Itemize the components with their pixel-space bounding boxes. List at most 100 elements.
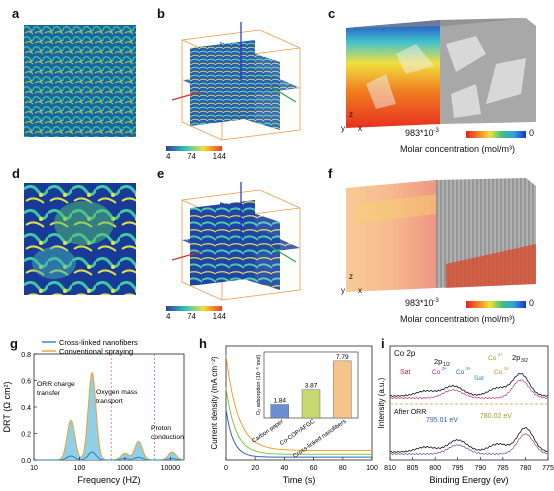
xps-annotation: 1/2 <box>443 362 450 368</box>
colorbar-f-title: Molar concentration (mol/m³) <box>400 314 516 324</box>
colorbar-f-min: 0 <box>529 298 535 308</box>
decay-curve <box>225 387 372 455</box>
series-area-conventional <box>34 372 184 460</box>
y-tick-label: 0.2 <box>21 432 31 439</box>
xps-annotation: After ORR <box>394 409 426 416</box>
inset-y-label: O₂ adsorption (10⁻⁶ mol) <box>255 355 262 416</box>
x-tick-label: 1000 <box>117 465 133 472</box>
x-tick-label: 100 <box>366 465 378 472</box>
concentration-volume-c <box>346 18 536 128</box>
axis-x-c: x <box>358 124 362 133</box>
colorbar-c-min: 0 <box>529 128 535 138</box>
inset-bar <box>270 404 289 419</box>
x-tick-label: 775 <box>542 465 554 472</box>
colorbar-f <box>466 301 526 308</box>
xps-annotation: Co <box>432 369 441 376</box>
xps-annotation: 2p <box>434 357 442 366</box>
x-tick-label: 800 <box>429 465 441 472</box>
xps-annotation: 2p <box>512 353 520 362</box>
x-tick-label: 40 <box>281 465 289 472</box>
region-annotation: conduction <box>151 434 184 441</box>
panel-label-c: c <box>328 6 336 21</box>
series-line-crosslinked <box>34 451 184 461</box>
xps-annotation: 3+ <box>504 366 510 371</box>
xps-chart: 810 805 800 795 790 785 780 775 Binding Energy (… <box>377 345 554 485</box>
x-axis-label: Binding Energy (ev) <box>429 475 508 485</box>
panel-label-f: f <box>328 166 333 181</box>
xps-annotation: Co <box>456 369 465 376</box>
plot-frame <box>33 353 185 461</box>
decay-curve <box>225 355 372 451</box>
colorbar-e-tick: 144 <box>212 312 226 321</box>
colorbar-b-tick: 74 <box>187 152 196 161</box>
panel-label-b: b <box>157 6 165 21</box>
inset-bar <box>333 360 352 419</box>
inset-bar-label: 1.84 <box>273 398 286 405</box>
region-annotation: ORR charge <box>37 381 75 388</box>
panel-label-e: e <box>157 166 165 181</box>
xps-annotation: Co <box>494 369 503 376</box>
colorbar-c-title: Molar concentration (mol/m³) <box>400 144 516 154</box>
slice-volume-e <box>171 182 301 301</box>
current-density-chart: 0 20 40 60 80 100 Time (s) Current density (mA … <box>210 345 378 485</box>
y-axis-label: Intensity (a.u.) <box>377 377 386 428</box>
panel-label-i: i <box>381 336 385 351</box>
region-annotation: transport <box>96 398 123 405</box>
panel-label-a: a <box>12 6 20 21</box>
microstructure-image-d <box>24 183 136 295</box>
x-tick-label: 60 <box>310 465 318 472</box>
x-tick-label: 780 <box>520 465 532 472</box>
legend-label: Conventional spraying <box>59 347 133 356</box>
y-tick-label: 0.8 <box>21 352 31 359</box>
panel-label-d: d <box>12 166 20 181</box>
xps-annotation: 3/2 <box>521 358 528 364</box>
x-tick-label: 790 <box>474 465 486 472</box>
colorbar-e-tick: 4 <box>166 312 171 321</box>
x-tick-label: 10000 <box>161 465 181 472</box>
inset-bar-label: 3.87 <box>305 383 318 390</box>
x-tick-label: 80 <box>339 465 347 472</box>
xps-annotation: Co 2p <box>394 349 416 358</box>
axis-z-c: z <box>349 110 353 119</box>
y-tick-label: 0.4 <box>21 405 31 412</box>
x-tick-label: 100 <box>74 465 86 472</box>
fit-curve <box>389 433 549 455</box>
axis-y-c: y <box>341 124 345 133</box>
x-axis-label: Time (s) <box>283 475 316 485</box>
inset-bar <box>301 389 321 419</box>
xps-annotation: 795.01 eV <box>426 417 458 424</box>
x-tick-label: 795 <box>452 465 464 472</box>
colorbar-f-max: 983*10-3 <box>405 298 439 308</box>
colorbar-b-tick: 144 <box>212 152 226 161</box>
plot-frame <box>225 345 373 461</box>
axis-z-f: z <box>349 272 353 281</box>
y-tick-label: 0.6 <box>21 379 31 386</box>
axis-y-f: y <box>341 286 345 295</box>
y-axis-label: DRT (Ω cm²) <box>2 382 12 433</box>
concentration-volume-f <box>346 178 536 292</box>
x-tick-label: 10 <box>30 465 38 472</box>
colorbar-c-max: 983*10-3 <box>405 128 439 138</box>
x-axis-label: Frequency (HZ) <box>77 475 140 485</box>
spectrum-before <box>389 372 549 397</box>
x-tick-label: 20 <box>251 465 259 472</box>
colorbar-e <box>166 306 222 311</box>
colorbar-e-tick: 74 <box>187 312 196 321</box>
x-tick-label: 810 <box>384 465 396 472</box>
xps-annotation: 780.02 eV <box>480 413 512 420</box>
colorbar-b <box>166 146 222 151</box>
slice-volume-b <box>171 22 301 141</box>
spectrum-after <box>389 427 549 453</box>
xps-annotation: Sat <box>400 369 411 376</box>
x-tick-label: 785 <box>497 465 509 472</box>
region-annotation: Oxygen mass <box>96 389 138 396</box>
colorbar-c <box>466 131 526 138</box>
axis-x-f: x <box>358 286 362 295</box>
xps-annotation: 2+ <box>498 352 504 357</box>
y-axis-label: Current density (mA cm⁻²) <box>210 356 219 449</box>
y-tick-label: 0.0 <box>21 458 31 465</box>
drt-chart: 0.0 0.2 0.4 0.6 0.8 10 100 1000 10000 Frequency (… <box>2 338 185 485</box>
xps-annotation: Co <box>488 355 497 362</box>
region-annotation: transfer <box>37 390 61 397</box>
panel-label-h: h <box>199 336 207 351</box>
